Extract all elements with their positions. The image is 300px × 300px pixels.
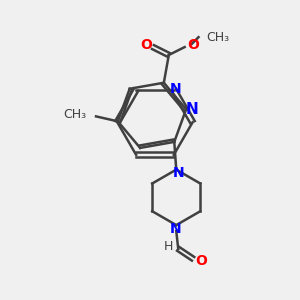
Text: N: N [170, 82, 182, 96]
Text: O: O [140, 38, 152, 52]
Text: H: H [164, 240, 173, 254]
Text: N: N [169, 222, 181, 236]
Text: CH₃: CH₃ [206, 31, 230, 44]
Text: CH₃: CH₃ [63, 108, 86, 121]
Text: O: O [188, 38, 200, 52]
Text: N: N [186, 102, 199, 117]
Text: O: O [195, 254, 207, 268]
Text: N: N [172, 166, 184, 180]
